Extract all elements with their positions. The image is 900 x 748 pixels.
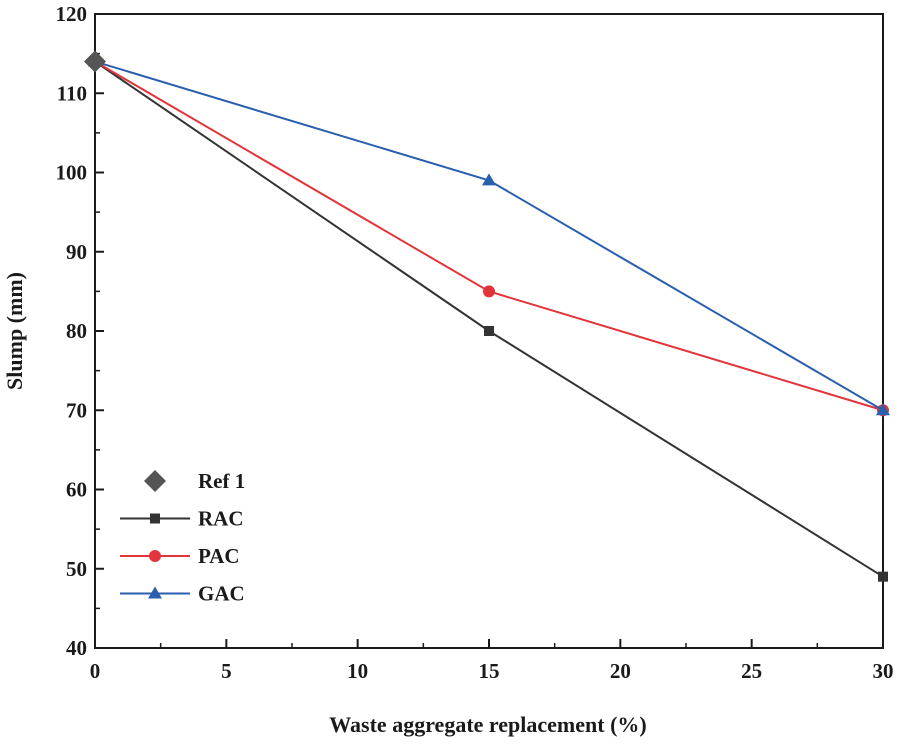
legend-marker-ref-1 [144, 470, 166, 492]
legend-marker-pac [149, 550, 161, 562]
data-point-gac [876, 403, 890, 416]
legend-label-pac: PAC [198, 544, 240, 568]
series-rac [90, 56, 888, 582]
legend-label-gac: GAC [198, 582, 245, 606]
legend-label-rac: RAC [198, 507, 244, 531]
series-line-gac [94, 60, 884, 412]
x-tick-label: 25 [741, 659, 762, 683]
x-tick-label: 30 [873, 659, 894, 683]
series-line-pac [94, 60, 884, 412]
y-tick-label: 80 [66, 319, 87, 343]
legend-marker-rac [150, 513, 160, 524]
legend-item-gac: GAC [120, 582, 245, 606]
series-ref-1 [84, 50, 106, 73]
data-point-pac [483, 285, 495, 298]
y-tick-label: 50 [66, 557, 87, 581]
ticks: 0 5 10 15 20 25 30 40 50 60 70 80 90 100 110 120 [56, 2, 894, 683]
legend-item-ref-1: Ref 1 [144, 469, 245, 493]
y-tick-label: 100 [56, 161, 88, 185]
x-tick-label: 10 [347, 659, 368, 683]
legend-marker-gac [148, 586, 162, 599]
y-tick-label: 120 [56, 2, 88, 26]
legend: Ref 1 RAC PAC GAC [120, 469, 245, 606]
y-tick-label: 60 [66, 478, 87, 502]
legend-label-ref-1: Ref 1 [198, 469, 245, 493]
data-point-rac [484, 326, 494, 336]
series-line-rac [94, 60, 884, 578]
y-axis-title: Slump (mm) [2, 272, 27, 390]
x-tick-label: 20 [610, 659, 631, 683]
series-pac [89, 55, 889, 417]
x-axis-title: Waste aggregate replacement (%) [329, 712, 646, 737]
data-point-gac [482, 173, 496, 186]
y-tick-label: 110 [57, 81, 87, 105]
y-tick-label: 70 [66, 398, 87, 422]
series-gac [88, 54, 890, 416]
legend-item-pac: PAC [120, 544, 240, 568]
legend-item-rac: RAC [120, 507, 244, 531]
y-tick-label: 90 [66, 240, 87, 264]
x-tick-label: 15 [479, 659, 500, 683]
series [84, 50, 890, 582]
x-tick-label: 0 [90, 659, 101, 683]
y-tick-label: 40 [66, 636, 87, 660]
data-point-ref-1 [84, 50, 106, 73]
data-point-rac [878, 571, 888, 582]
x-tick-label: 5 [221, 659, 232, 683]
